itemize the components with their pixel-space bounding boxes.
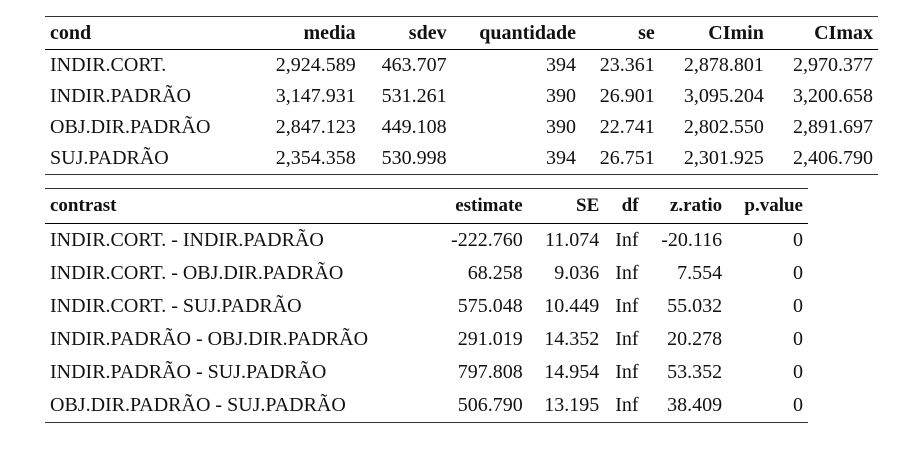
- cell-estimate: 291.019: [457, 328, 523, 350]
- cell-df: Inf: [615, 262, 639, 284]
- cell-pvalue: 0: [793, 361, 803, 383]
- table-row: INDIR.CORT. - INDIR.PADRÃO -222.760 11.0…: [45, 224, 808, 258]
- cell-se: 14.352: [544, 328, 600, 350]
- cell-sdev: 463.707: [381, 54, 447, 76]
- cell-quantidade: 390: [545, 116, 576, 138]
- cell-cimax: 2,970.377: [793, 54, 873, 76]
- col-header-zratio: z.ratio: [643, 188, 728, 224]
- cell-cond: OBJ.DIR.PADRÃO: [50, 116, 211, 138]
- cell-zratio: 53.352: [667, 361, 723, 383]
- col-header-cond: cond: [45, 16, 252, 50]
- table-row: INDIR.PADRÃO - SUJ.PADRÃO 797.808 14.954…: [45, 356, 808, 389]
- cell-zratio: 38.409: [667, 394, 723, 416]
- cell-pvalue: 0: [793, 229, 803, 251]
- cell-zratio: -20.116: [661, 229, 723, 251]
- cell-estimate: 506.790: [457, 394, 523, 416]
- cell-se: 26.751: [599, 147, 655, 169]
- col-header-estimate: estimate: [431, 188, 528, 224]
- cell-sdev: 531.261: [381, 85, 447, 107]
- col-header-pvalue: p.value: [727, 188, 808, 224]
- cell-estimate: 575.048: [457, 295, 523, 317]
- col-header-se: se: [580, 16, 660, 50]
- cell-quantidade: 394: [545, 54, 576, 76]
- col-header-se: SE: [527, 188, 605, 224]
- col-header-quantidade: quantidade: [451, 16, 581, 50]
- cell-cimin: 2,802.550: [683, 116, 764, 138]
- cell-pvalue: 0: [793, 394, 803, 416]
- cell-se: 9.036: [554, 262, 600, 284]
- cell-cimax: 2,891.697: [793, 116, 873, 138]
- cell-estimate: 797.808: [457, 361, 523, 383]
- cell-contrast: INDIR.CORT. - OBJ.DIR.PADRÃO: [50, 262, 344, 284]
- cell-se: 22.741: [599, 116, 655, 138]
- cell-cond: INDIR.CORT.: [50, 54, 167, 76]
- cell-df: Inf: [615, 328, 639, 350]
- cell-media: 2,354.358: [275, 147, 356, 169]
- cell-pvalue: 0: [793, 295, 803, 317]
- cell-cimax: 2,406.790: [793, 147, 873, 169]
- cell-pvalue: 0: [793, 262, 803, 284]
- cell-contrast: INDIR.PADRÃO - SUJ.PADRÃO: [50, 361, 327, 383]
- cell-se: 13.195: [544, 394, 600, 416]
- summary-table: cond media sdev quantidade se CImin CIma…: [45, 16, 878, 175]
- cell-media: 2,847.123: [275, 116, 356, 138]
- table-row: INDIR.CORT. - OBJ.DIR.PADRÃO 68.258 9.03…: [45, 257, 808, 290]
- cell-cimin: 2,878.801: [683, 54, 764, 76]
- col-header-contrast: contrast: [45, 188, 432, 224]
- cell-se: 10.449: [544, 295, 600, 317]
- cell-zratio: 55.032: [667, 295, 723, 317]
- cell-zratio: 7.554: [677, 262, 723, 284]
- contrast-table: contrast estimate SE df z.ratio p.value …: [45, 188, 808, 423]
- cell-media: 2,924.589: [275, 54, 356, 76]
- table-row: INDIR.CORT. 2,924.589 463.707 394 23.361…: [45, 50, 878, 82]
- cell-df: Inf: [615, 361, 639, 383]
- cell-cond: SUJ.PADRÃO: [50, 147, 169, 169]
- table-row: OBJ.DIR.PADRÃO 2,847.123 449.108 390 22.…: [45, 112, 878, 143]
- col-header-df: df: [604, 188, 644, 224]
- cell-quantidade: 394: [545, 147, 576, 169]
- cell-cimax: 3,200.658: [793, 85, 873, 107]
- cell-estimate: -222.760: [451, 229, 523, 251]
- table-row: INDIR.CORT. - SUJ.PADRÃO 575.048 10.449 …: [45, 290, 808, 323]
- cell-contrast: INDIR.CORT. - INDIR.PADRÃO: [50, 229, 324, 251]
- cell-contrast: OBJ.DIR.PADRÃO - SUJ.PADRÃO: [50, 394, 346, 416]
- cell-se: 11.074: [545, 229, 600, 251]
- cell-sdev: 449.108: [381, 116, 447, 138]
- table-row: OBJ.DIR.PADRÃO - SUJ.PADRÃO 506.790 13.1…: [45, 389, 808, 423]
- cell-df: Inf: [615, 229, 639, 251]
- cell-media: 3,147.931: [275, 85, 356, 107]
- cell-cond: INDIR.PADRÃO: [50, 85, 191, 107]
- table-row: INDIR.PADRÃO 3,147.931 531.261 390 26.90…: [45, 81, 878, 112]
- col-header-cimin: CImin: [659, 16, 769, 50]
- cell-estimate: 68.258: [467, 262, 523, 284]
- contrast-header-row: contrast estimate SE df z.ratio p.value: [45, 188, 808, 224]
- cell-zratio: 20.278: [667, 328, 723, 350]
- cell-df: Inf: [615, 295, 639, 317]
- cell-quantidade: 390: [545, 85, 576, 107]
- cell-contrast: INDIR.CORT. - SUJ.PADRÃO: [50, 295, 302, 317]
- cell-df: Inf: [615, 394, 639, 416]
- cell-cimin: 2,301.925: [683, 147, 764, 169]
- cell-se: 26.901: [599, 85, 655, 107]
- summary-header-row: cond media sdev quantidade se CImin CIma…: [45, 16, 878, 50]
- table-row: INDIR.PADRÃO - OBJ.DIR.PADRÃO 291.019 14…: [45, 323, 808, 356]
- cell-se: 14.954: [544, 361, 600, 383]
- col-header-sdev: sdev: [360, 16, 452, 50]
- cell-se: 23.361: [599, 54, 655, 76]
- cell-pvalue: 0: [793, 328, 803, 350]
- table-row: SUJ.PADRÃO 2,354.358 530.998 394 26.751 …: [45, 143, 878, 175]
- cell-contrast: INDIR.PADRÃO - OBJ.DIR.PADRÃO: [50, 328, 369, 350]
- cell-cimin: 3,095.204: [683, 85, 764, 107]
- col-header-media: media: [251, 16, 361, 50]
- col-header-cimax: CImax: [768, 16, 878, 50]
- cell-sdev: 530.998: [381, 147, 447, 169]
